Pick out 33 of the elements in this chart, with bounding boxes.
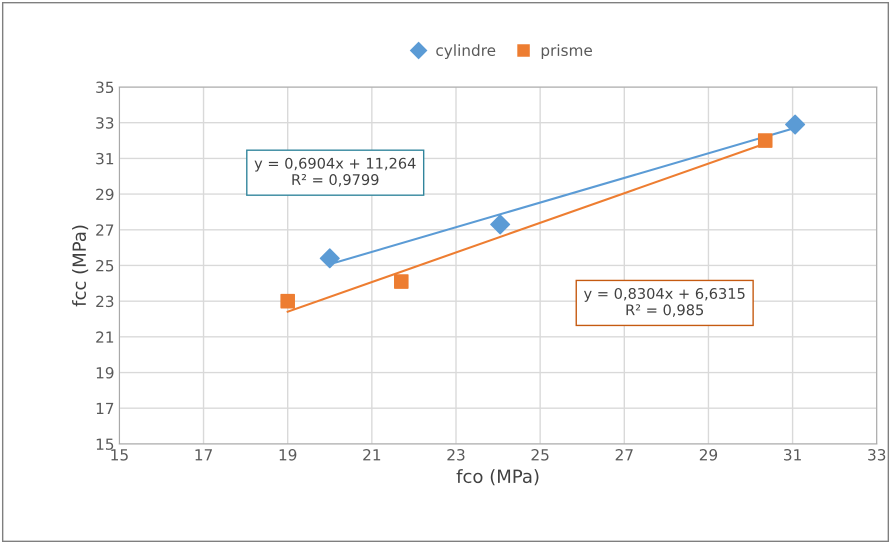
x-tick-label: 29	[700, 449, 718, 461]
y-axis-title: fcc (MPa)	[72, 226, 88, 306]
y-tick-label: 17	[96, 402, 114, 414]
x-tick-label: 21	[363, 449, 380, 460]
x-axis-title: fco (MPa)	[456, 469, 538, 486]
point	[280, 294, 295, 308]
y-tick-label: 15	[96, 438, 114, 450]
x-tick-label: 15	[111, 449, 128, 461]
y-tick-label: 25	[96, 260, 114, 272]
x-tick-label: 23	[447, 449, 464, 461]
point	[320, 248, 340, 268]
legend-label: prisme	[542, 44, 592, 60]
y-tick-label: 27	[96, 224, 114, 236]
x-tick-label: 17	[196, 449, 212, 460]
point	[490, 214, 510, 234]
x-tick-label: 31	[784, 449, 801, 461]
y-tick-label: 31	[96, 152, 114, 164]
point	[785, 114, 806, 135]
x-tick-label: 33	[868, 449, 886, 461]
annotation: y = 0,8304x + 6,6315 R² = 0,985	[584, 288, 745, 317]
y-tick-label: 33	[96, 117, 114, 129]
point	[758, 133, 773, 148]
y-tick-label: 21	[96, 331, 114, 343]
legend-label: cylindre	[436, 44, 496, 60]
y-tick-label: 23	[96, 296, 114, 308]
x-tick-label: 19	[280, 449, 296, 461]
y-tick-label: 29	[96, 188, 114, 200]
x-tick-label: 25	[532, 449, 549, 461]
point	[394, 274, 409, 289]
y-tick-label: 35	[96, 82, 114, 94]
y-tick-label: 19	[96, 366, 114, 379]
x-tick-label: 27	[616, 449, 633, 460]
annotation: y = 0,6904x + 11,264 R² = 0,9799	[254, 158, 416, 187]
